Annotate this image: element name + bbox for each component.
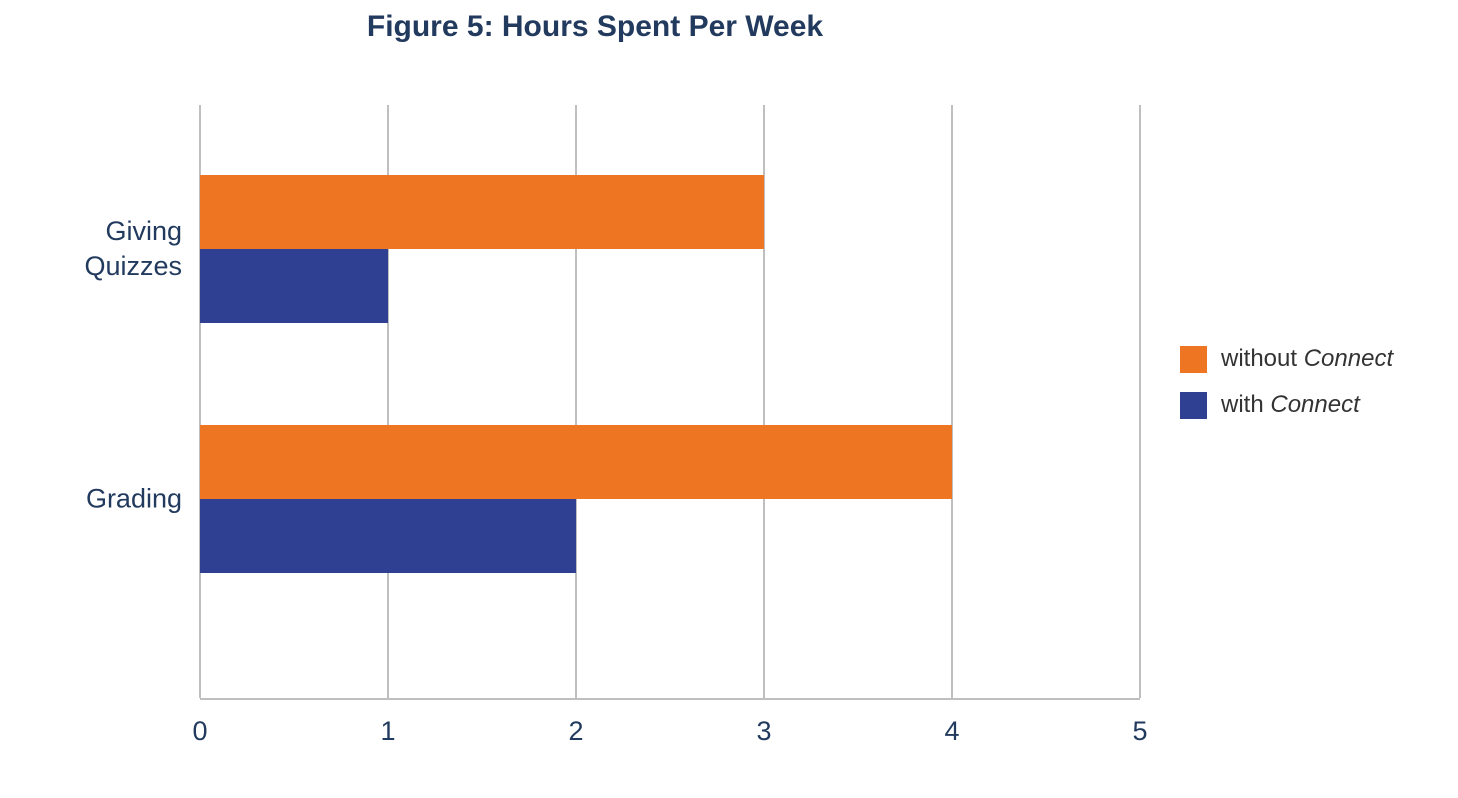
gridline xyxy=(951,105,953,698)
x-tick-label: 0 xyxy=(192,698,207,747)
legend-swatch xyxy=(1180,392,1207,419)
legend-item: with Connect xyxy=(1180,391,1393,419)
hours-chart: Figure 5: Hours Spent Per Week 012345Giv… xyxy=(0,10,1458,790)
chart-title: Figure 5: Hours Spent Per Week xyxy=(25,10,1165,44)
bar xyxy=(200,249,388,323)
y-category-label: Giving Quizzes xyxy=(10,214,200,284)
bar xyxy=(200,499,576,573)
x-tick-label: 5 xyxy=(1132,698,1147,747)
legend: without Connect with Connect xyxy=(1180,345,1393,437)
legend-item: without Connect xyxy=(1180,345,1393,373)
x-tick-label: 4 xyxy=(944,698,959,747)
legend-swatch xyxy=(1180,346,1207,373)
gridline xyxy=(1139,105,1141,698)
plot-area: 012345Giving QuizzesGrading xyxy=(200,105,1140,700)
legend-label: without Connect xyxy=(1221,345,1393,373)
bar xyxy=(200,175,764,249)
bar xyxy=(200,425,952,499)
x-tick-label: 1 xyxy=(380,698,395,747)
x-tick-label: 2 xyxy=(568,698,583,747)
legend-label: with Connect xyxy=(1221,391,1360,419)
y-category-label: Grading xyxy=(10,481,200,516)
x-tick-label: 3 xyxy=(756,698,771,747)
